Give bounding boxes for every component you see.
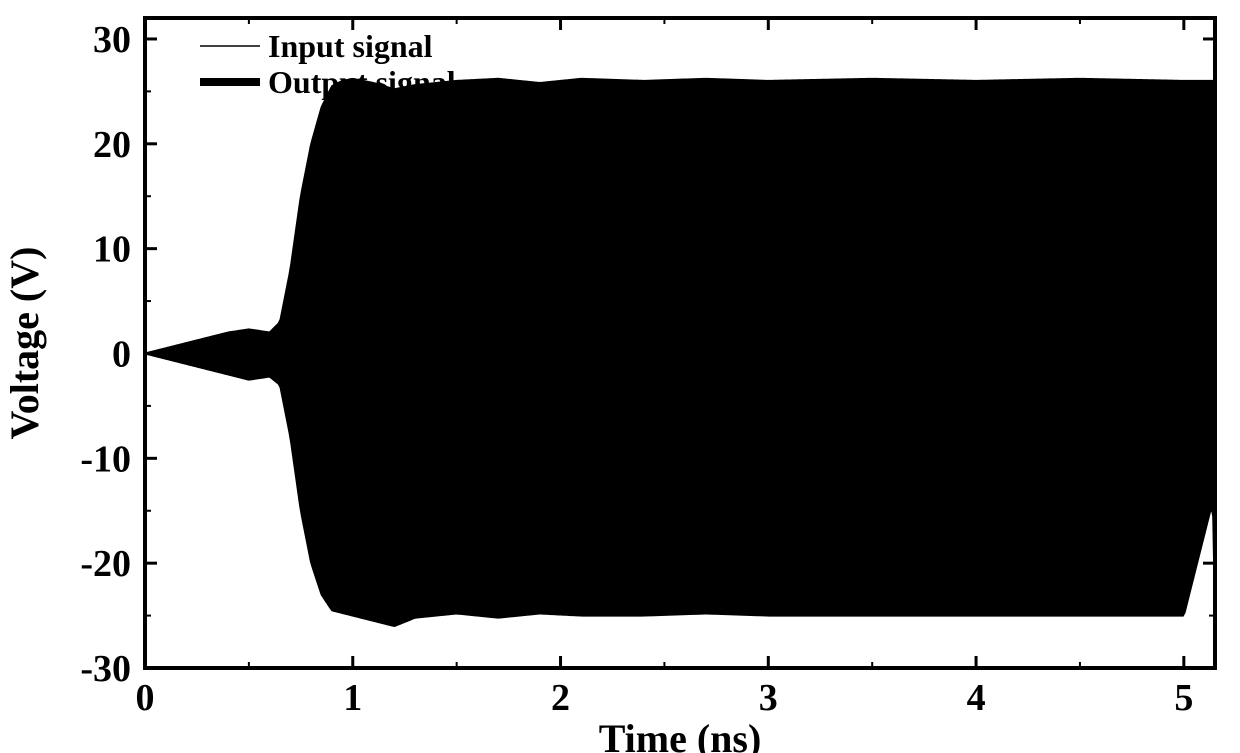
y-tick-label: 10 bbox=[93, 229, 131, 271]
x-tick-label: 1 bbox=[343, 677, 362, 719]
x-axis-label: Time (ns) bbox=[599, 716, 762, 753]
legend-label: Output signal bbox=[268, 64, 456, 100]
y-axis-label: Voltage (V) bbox=[2, 247, 47, 440]
x-tick-label: 0 bbox=[136, 677, 155, 719]
x-tick-label: 5 bbox=[1174, 677, 1193, 719]
x-tick-label: 2 bbox=[551, 677, 570, 719]
x-tick-label: 3 bbox=[759, 677, 778, 719]
y-tick-label: 0 bbox=[112, 333, 131, 375]
x-tick-label: 4 bbox=[967, 677, 986, 719]
chart-svg: 0 1 2 3 4 5 -30 -20 -10 0 10 20 30 Time (ns) Voltage (… bbox=[0, 0, 1240, 753]
y-tick-label: -20 bbox=[80, 543, 131, 585]
y-tick-label: -30 bbox=[80, 648, 131, 690]
voltage-time-chart: 0 1 2 3 4 5 -30 -20 -10 0 10 20 30 Time (ns) Voltage (… bbox=[0, 0, 1240, 753]
legend-label: Input signal bbox=[268, 28, 433, 64]
y-tick-label: 30 bbox=[93, 19, 131, 61]
output-signal-trace bbox=[145, 79, 1215, 626]
y-tick-label: -10 bbox=[80, 438, 131, 480]
y-tick-label: 20 bbox=[93, 124, 131, 166]
